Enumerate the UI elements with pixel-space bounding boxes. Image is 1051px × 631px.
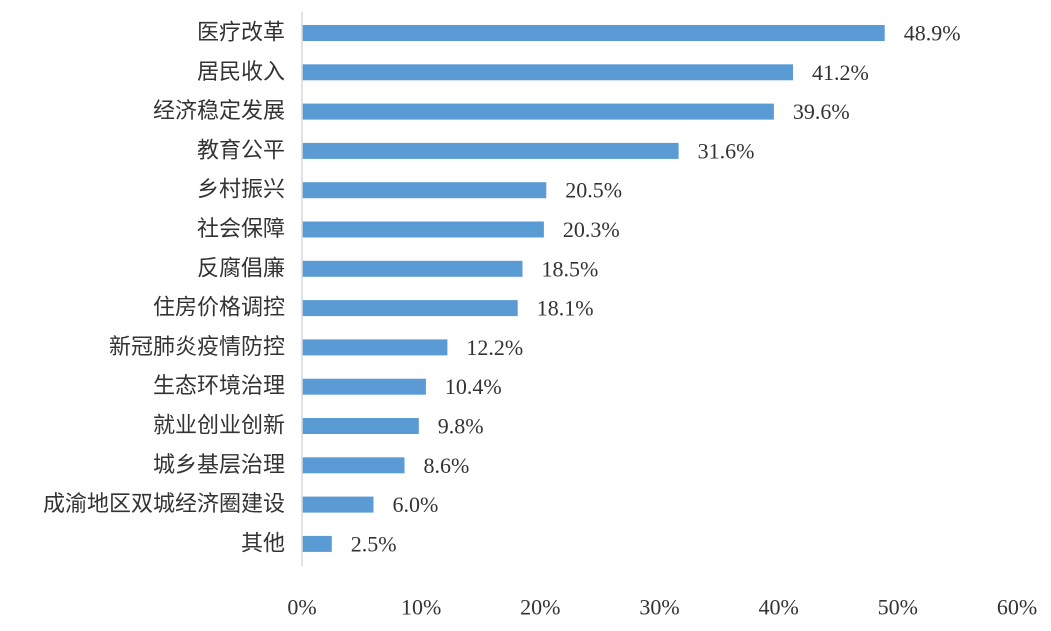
category-label-0: 医疗改革 — [197, 21, 285, 46]
category-label-11: 城乡基层治理 — [153, 453, 285, 478]
value-label-7: 18.1% — [537, 296, 594, 321]
value-label-12: 6.0% — [393, 492, 439, 517]
value-label-1: 41.2% — [812, 60, 869, 85]
value-label-4: 20.5% — [565, 178, 622, 203]
category-label-6: 反腐倡廉 — [197, 256, 285, 281]
bar-3 — [302, 142, 679, 159]
value-label-11: 8.6% — [424, 453, 470, 478]
category-label-3: 教育公平 — [197, 138, 285, 163]
bar-5 — [302, 221, 544, 238]
value-labels-group: 48.9% 41.2% 39.6% 31.6% 20.5% 20.3% 18.5% 18.1%… — [351, 21, 961, 557]
bar-7 — [302, 300, 518, 317]
bar-10 — [302, 418, 419, 434]
value-label-9: 10.4% — [445, 374, 502, 399]
category-label-7: 住房价格调控 — [153, 296, 285, 321]
category-label-5: 社会保障 — [197, 217, 285, 242]
category-label-12: 成渝地区双城经济圈建设 — [43, 492, 285, 517]
x-tick-label-6: 60% — [997, 595, 1037, 620]
bar-1 — [302, 64, 793, 81]
x-tick-label-2: 20% — [520, 595, 560, 620]
category-label-1: 居民收入 — [197, 60, 285, 85]
bar-0 — [302, 25, 885, 41]
x-tick-label-4: 40% — [759, 595, 799, 620]
value-label-13: 2.5% — [351, 531, 397, 556]
value-label-0: 48.9% — [904, 21, 961, 46]
bar-11 — [302, 457, 405, 474]
x-tick-label-5: 50% — [878, 595, 918, 620]
x-tick-label-3: 30% — [639, 595, 679, 620]
value-label-2: 39.6% — [793, 99, 850, 124]
bar-12 — [302, 496, 374, 513]
category-label-4: 乡村振兴 — [197, 178, 285, 203]
value-label-6: 18.5% — [542, 256, 599, 281]
value-label-5: 20.3% — [563, 217, 620, 242]
category-labels-group: 医疗改革居民收入经济稳定发展教育公平乡村振兴社会保障反腐倡廉住房价格调控新冠肺炎… — [43, 21, 285, 557]
category-label-9: 生态环境治理 — [153, 374, 285, 399]
category-label-2: 经济稳定发展 — [153, 99, 285, 124]
value-label-8: 12.2% — [466, 335, 523, 360]
x-tick-label-0: 0% — [287, 595, 316, 620]
x-tick-label-1: 10% — [401, 595, 441, 620]
category-label-10: 就业创业创新 — [153, 414, 285, 439]
value-label-3: 31.6% — [698, 138, 755, 163]
bar-13 — [302, 535, 332, 552]
bar-8 — [302, 339, 448, 356]
bar-2 — [302, 103, 774, 120]
bar-4 — [302, 182, 547, 199]
category-label-8: 新冠肺炎疫情防控 — [109, 335, 285, 360]
bars-group — [302, 25, 885, 552]
bar-6 — [302, 260, 523, 277]
bar-9 — [302, 378, 426, 395]
x-axis-ticks-group: 0% 10% 20% 30% 40% 50% 60% — [287, 595, 1037, 620]
value-label-10: 9.8% — [438, 414, 484, 439]
category-label-13: 其他 — [241, 531, 285, 556]
